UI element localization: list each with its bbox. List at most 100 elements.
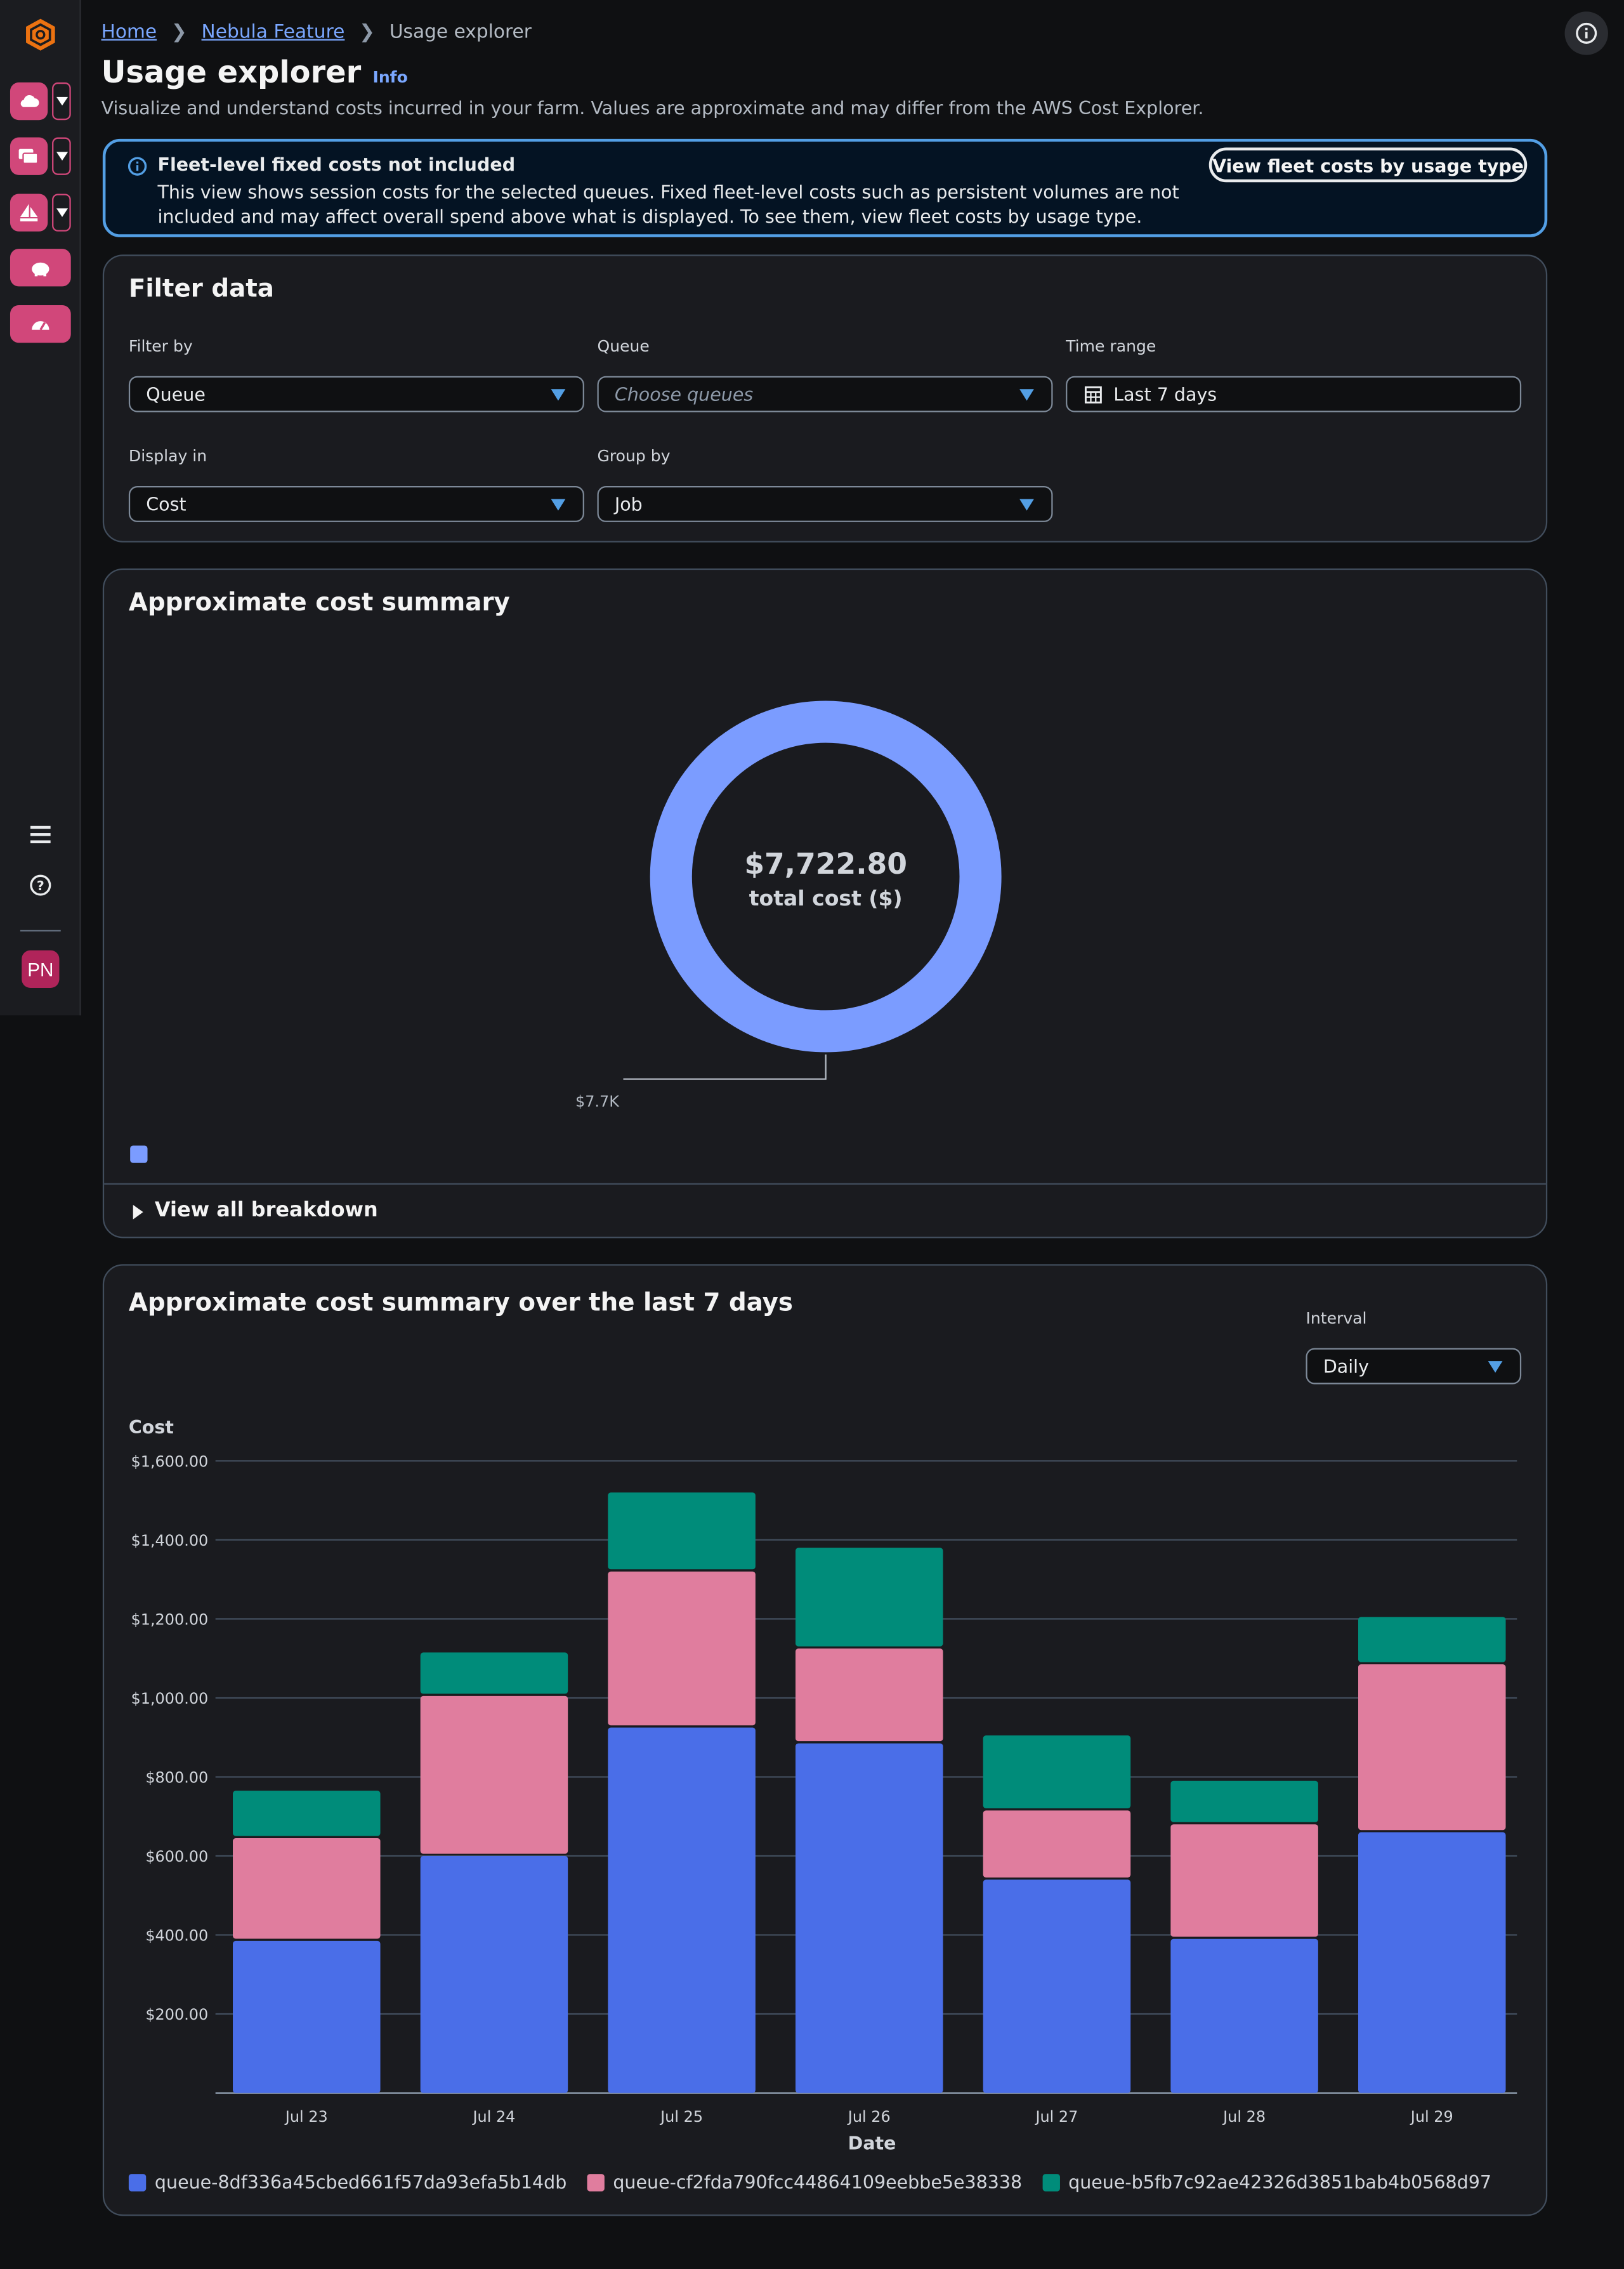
bar-segment[interactable]	[233, 1838, 381, 1939]
y-tick-label: $200.00	[145, 2006, 208, 2023]
user-avatar[interactable]: PN	[22, 950, 60, 988]
bar-segment[interactable]	[983, 1810, 1131, 1878]
display-in-select[interactable]: Cost	[128, 485, 584, 522]
nav-fleets-button[interactable]	[10, 194, 48, 232]
slice-value-label: $7.7K	[575, 1093, 620, 1110]
filter-data-panel: Filter data Filter by Queue Queue Choose…	[102, 254, 1548, 543]
sailboat-icon	[20, 204, 38, 221]
legend-item[interactable]: queue-b5fb7c92ae42326d3851bab4b0568d97	[1042, 2171, 1491, 2193]
bar-segment[interactable]	[796, 1548, 943, 1647]
bar-segment[interactable]	[796, 1648, 943, 1742]
y-tick-label: $400.00	[145, 1927, 208, 1945]
caret-down-icon	[551, 499, 566, 511]
tools-info-button[interactable]	[1564, 11, 1608, 55]
bar-segment[interactable]	[233, 1940, 381, 2093]
piggy-bank-icon	[32, 262, 49, 277]
nav-queues-button[interactable]	[10, 137, 48, 175]
nav-rail: ? PN	[0, 0, 81, 1016]
x-tick-label: Jul 26	[847, 2108, 891, 2126]
x-axis-title: Date	[848, 2133, 896, 2154]
donut-total-label: total cost ($)	[749, 886, 903, 911]
caret-down-icon	[1488, 1361, 1503, 1373]
breadcrumb: Home ❯ Nebula Feature ❯ Usage explorer	[102, 22, 532, 43]
view-all-breakdown-expander[interactable]: View all breakdown	[104, 1183, 1546, 1239]
bar-segment[interactable]	[1358, 1617, 1506, 1662]
legend-swatch	[587, 2173, 605, 2191]
nav-monitor-dropdown[interactable]	[52, 82, 71, 121]
donut-total-value: $7,722.80	[744, 847, 907, 881]
stacked-bar-chart: Cost Date $200.00 $400.00 $600.00 $800.00 $1…	[129, 1417, 1517, 2154]
bar-segment[interactable]	[233, 1791, 381, 1836]
bar-segment[interactable]	[1358, 1664, 1506, 1831]
nav-budgets-button[interactable]	[10, 249, 71, 287]
help-icon[interactable]: ?	[26, 871, 55, 900]
time-range-picker[interactable]: Last 7 days	[1066, 376, 1522, 412]
nav-fleets-dropdown[interactable]	[52, 194, 71, 232]
page-title: Usage explorer	[101, 55, 362, 90]
gauge-icon	[32, 321, 49, 331]
chart-legend: queue-8df336a45cbed661f57da93efa5b14db qu…	[128, 2171, 1491, 2193]
interval-select[interactable]: Daily	[1306, 1348, 1522, 1384]
bar-segment[interactable]	[1358, 1832, 1506, 2093]
menu-icon[interactable]	[26, 820, 55, 850]
y-tick-label: $1,200.00	[131, 1611, 209, 1629]
x-tick-label: Jul 29	[1410, 2108, 1453, 2126]
legend-item[interactable]: queue-cf2fda790fcc44864109eebbe5e38338	[587, 2171, 1022, 2193]
bar-segment[interactable]	[420, 1652, 568, 1694]
bar-segment[interactable]	[983, 1735, 1131, 1808]
group-by-select[interactable]: Job	[597, 485, 1053, 522]
bar-segment[interactable]	[608, 1492, 756, 1570]
bar-segment[interactable]	[1170, 1938, 1318, 2093]
caret-right-icon	[133, 1204, 143, 1220]
legend-item[interactable]: queue-8df336a45cbed661f57da93efa5b14db	[128, 2171, 567, 2193]
bar-segment[interactable]	[1170, 1780, 1318, 1822]
x-tick-label: Jul 24	[471, 2108, 515, 2126]
breadcrumb-home-link[interactable]: Home	[101, 22, 157, 44]
donut-ring[interactable]	[650, 700, 1002, 1053]
svg-text:?: ?	[37, 878, 44, 893]
page-description: Visualize and understand costs incurred …	[101, 96, 1204, 119]
timeseries-title: Approximate cost summary over the last 7…	[128, 1289, 794, 1318]
info-icon	[128, 157, 147, 176]
breadcrumb-farm-link[interactable]: Nebula Feature	[201, 22, 345, 44]
nav-queues-dropdown[interactable]	[52, 137, 71, 175]
slice-leader-line	[623, 1054, 827, 1080]
stack-icon	[18, 148, 39, 164]
caret-down-icon	[1019, 499, 1034, 511]
legend-label: queue-b5fb7c92ae42326d3851bab4b0568d97	[1068, 2171, 1492, 2193]
bar-segment[interactable]	[420, 1856, 568, 2093]
filter-by-select[interactable]: Queue	[128, 376, 584, 412]
time-range-value: Last 7 days	[1113, 383, 1217, 405]
queue-select[interactable]: Choose queues	[597, 376, 1053, 412]
bar-segment[interactable]	[796, 1743, 943, 2093]
view-fleet-costs-button[interactable]: View fleet costs by usage type	[1208, 147, 1528, 183]
chevron-right-icon: ❯	[171, 22, 187, 44]
fleet-costs-alert: Fleet-level fixed costs not included Thi…	[102, 138, 1548, 237]
y-tick-label: $800.00	[145, 1769, 208, 1787]
bar-segment[interactable]	[1170, 1824, 1318, 1937]
display-in-label: Display in	[128, 447, 207, 466]
caret-down-icon	[551, 389, 566, 401]
queue-label: Queue	[597, 337, 650, 356]
bar-segment[interactable]	[608, 1727, 756, 2093]
interval-label: Interval	[1306, 1309, 1367, 1328]
y-tick-label: $1,600.00	[131, 1453, 209, 1471]
bar-segment[interactable]	[608, 1571, 756, 1726]
legend-label: queue-8df336a45cbed661f57da93efa5b14db	[154, 2171, 567, 2193]
donut-legend-swatch[interactable]	[130, 1145, 148, 1163]
nav-monitor-button[interactable]	[10, 82, 48, 121]
filter-by-label: Filter by	[128, 337, 193, 356]
deadline-logo-icon[interactable]	[23, 17, 58, 52]
cost-summary-title: Approximate cost summary	[128, 588, 510, 618]
view-all-breakdown-label: View all breakdown	[154, 1199, 378, 1223]
filter-data-title: Filter data	[128, 275, 274, 304]
calendar-icon	[1084, 385, 1102, 403]
caret-down-icon	[55, 152, 68, 161]
info-icon	[1576, 22, 1597, 44]
bar-segment[interactable]	[983, 1879, 1131, 2093]
info-link[interactable]: Info	[372, 68, 408, 87]
bar-segment[interactable]	[420, 1695, 568, 1854]
alert-heading: Fleet-level fixed costs not included	[157, 153, 516, 175]
nav-usage-button[interactable]	[10, 305, 71, 343]
